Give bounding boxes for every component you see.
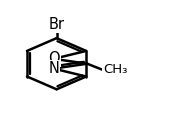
Text: Br: Br (49, 17, 65, 32)
Text: CH₃: CH₃ (103, 63, 127, 76)
Text: O: O (48, 51, 59, 66)
Text: N: N (48, 61, 59, 76)
